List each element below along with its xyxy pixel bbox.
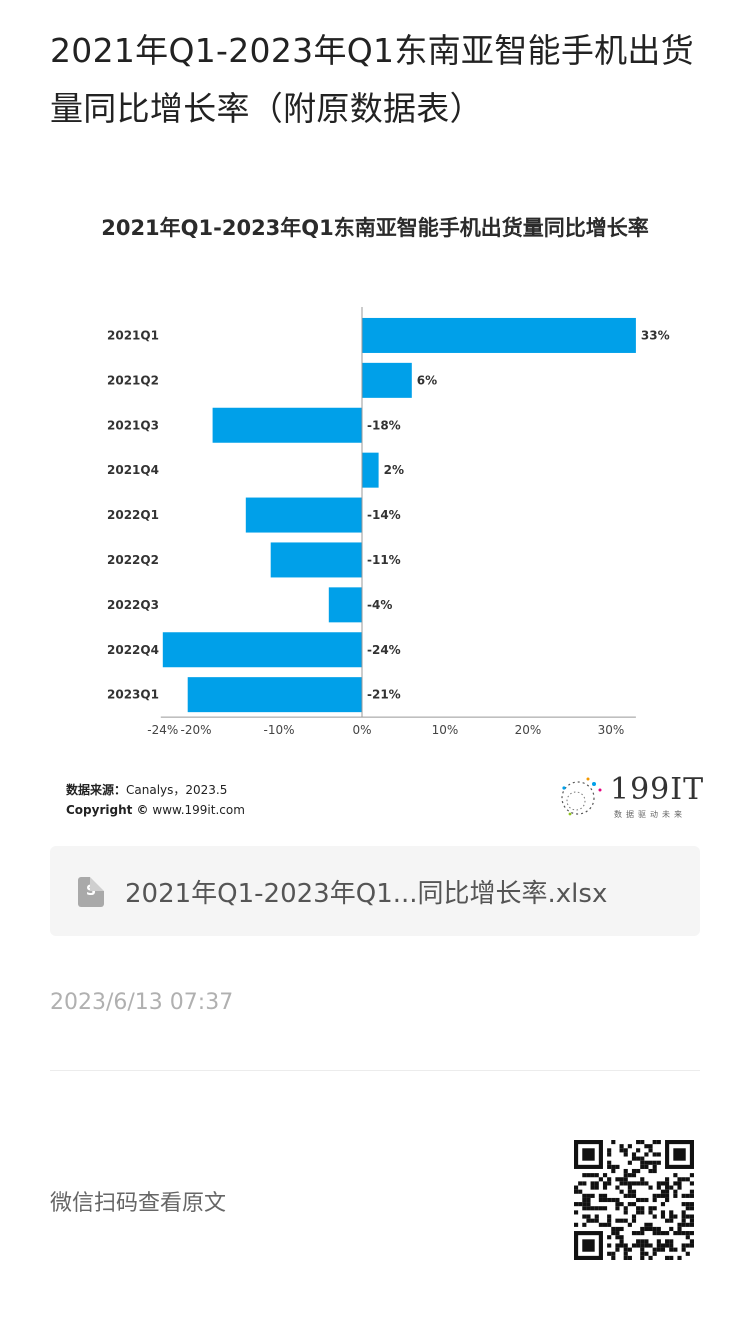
spreadsheet-file-icon: S bbox=[78, 877, 104, 907]
bar-2021Q3 bbox=[212, 407, 362, 443]
logo-dots-icon bbox=[561, 777, 602, 816]
bar-2021Q4 bbox=[362, 452, 379, 488]
brand-logo: 199IT 数据驱动未来 bbox=[556, 772, 703, 822]
bar-2021Q1 bbox=[362, 317, 636, 353]
category-label-2022Q3: 2022Q3 bbox=[107, 598, 159, 612]
bar-2022Q4 bbox=[162, 632, 362, 668]
bar-2022Q3 bbox=[328, 587, 362, 623]
data-label-2022Q1: -14% bbox=[367, 508, 401, 522]
x-tick-label: 30% bbox=[598, 723, 625, 737]
data-label-2022Q3: -4% bbox=[367, 598, 392, 612]
data-source: 数据来源：Canalys，2023.5 Copyright © www.199i… bbox=[66, 780, 245, 820]
x-tick-label: 0% bbox=[352, 723, 371, 737]
logo-slogan: 数据驱动未来 bbox=[614, 810, 686, 819]
bar-2022Q1 bbox=[245, 497, 362, 533]
bar-chart: 2021Q1 33% 2021Q2 6% 2021Q3 -18% 2021Q4 2% 2022Q… bbox=[107, 307, 670, 737]
category-label-2022Q2: 2022Q2 bbox=[107, 553, 159, 567]
x-tick-label: -24% bbox=[147, 723, 178, 737]
data-label-2021Q2: 6% bbox=[417, 373, 437, 387]
attachment-name: 2021年Q1-2023年Q1...同比增长率.xlsx bbox=[125, 879, 608, 909]
chart-card: 2021年Q1-2023年Q1东南亚智能手机出货量同比增长率 2021Q1 33%… bbox=[0, 190, 750, 830]
source-value: Canalys，2023.5 bbox=[126, 783, 228, 797]
category-label-2023Q1: 2023Q1 bbox=[107, 688, 159, 702]
logo-text: 199IT bbox=[610, 772, 705, 807]
bar-2023Q1 bbox=[187, 677, 362, 713]
category-label-2021Q3: 2021Q3 bbox=[107, 418, 159, 432]
attachment-card[interactable]: S 2021年Q1-2023年Q1...同比增长率.xlsx bbox=[50, 846, 700, 936]
category-label-2022Q4: 2022Q4 bbox=[107, 643, 159, 657]
category-label-2021Q2: 2021Q2 bbox=[107, 373, 159, 387]
x-tick-label: 20% bbox=[515, 723, 542, 737]
data-label-2021Q4: 2% bbox=[384, 463, 404, 477]
data-label-2022Q2: -11% bbox=[367, 553, 401, 567]
category-label-2022Q1: 2022Q1 bbox=[107, 508, 159, 522]
x-tick-label: -20% bbox=[180, 723, 211, 737]
x-tick-label: 10% bbox=[432, 723, 459, 737]
bar-2021Q2 bbox=[362, 362, 412, 398]
qr-code-icon[interactable] bbox=[574, 1140, 694, 1260]
chart-title: 2021年Q1-2023年Q1东南亚智能手机出货量同比增长率 bbox=[101, 216, 649, 240]
data-label-2021Q3: -18% bbox=[367, 418, 401, 432]
category-label-2021Q1: 2021Q1 bbox=[107, 328, 159, 342]
scan-to-view-text: 微信扫码查看原文 bbox=[50, 1191, 227, 1216]
article-title: 2021年Q1-2023年Q1东南亚智能手机出货量同比增长率（附原数据表） bbox=[50, 31, 695, 128]
data-label-2023Q1: -21% bbox=[367, 688, 401, 702]
publish-timestamp: 2023/6/13 07:37 bbox=[50, 990, 234, 1015]
data-label-2021Q1: 33% bbox=[641, 328, 670, 342]
bar-2022Q2 bbox=[270, 542, 362, 578]
category-label-2021Q4: 2021Q4 bbox=[107, 463, 159, 477]
x-tick-label: -10% bbox=[263, 723, 294, 737]
data-label-2022Q4: -24% bbox=[367, 643, 401, 657]
copyright-label: Copyright © bbox=[66, 803, 149, 817]
source-label: 数据来源： bbox=[66, 783, 127, 797]
copyright-url: www.199it.com bbox=[152, 803, 245, 817]
divider bbox=[50, 1070, 700, 1071]
